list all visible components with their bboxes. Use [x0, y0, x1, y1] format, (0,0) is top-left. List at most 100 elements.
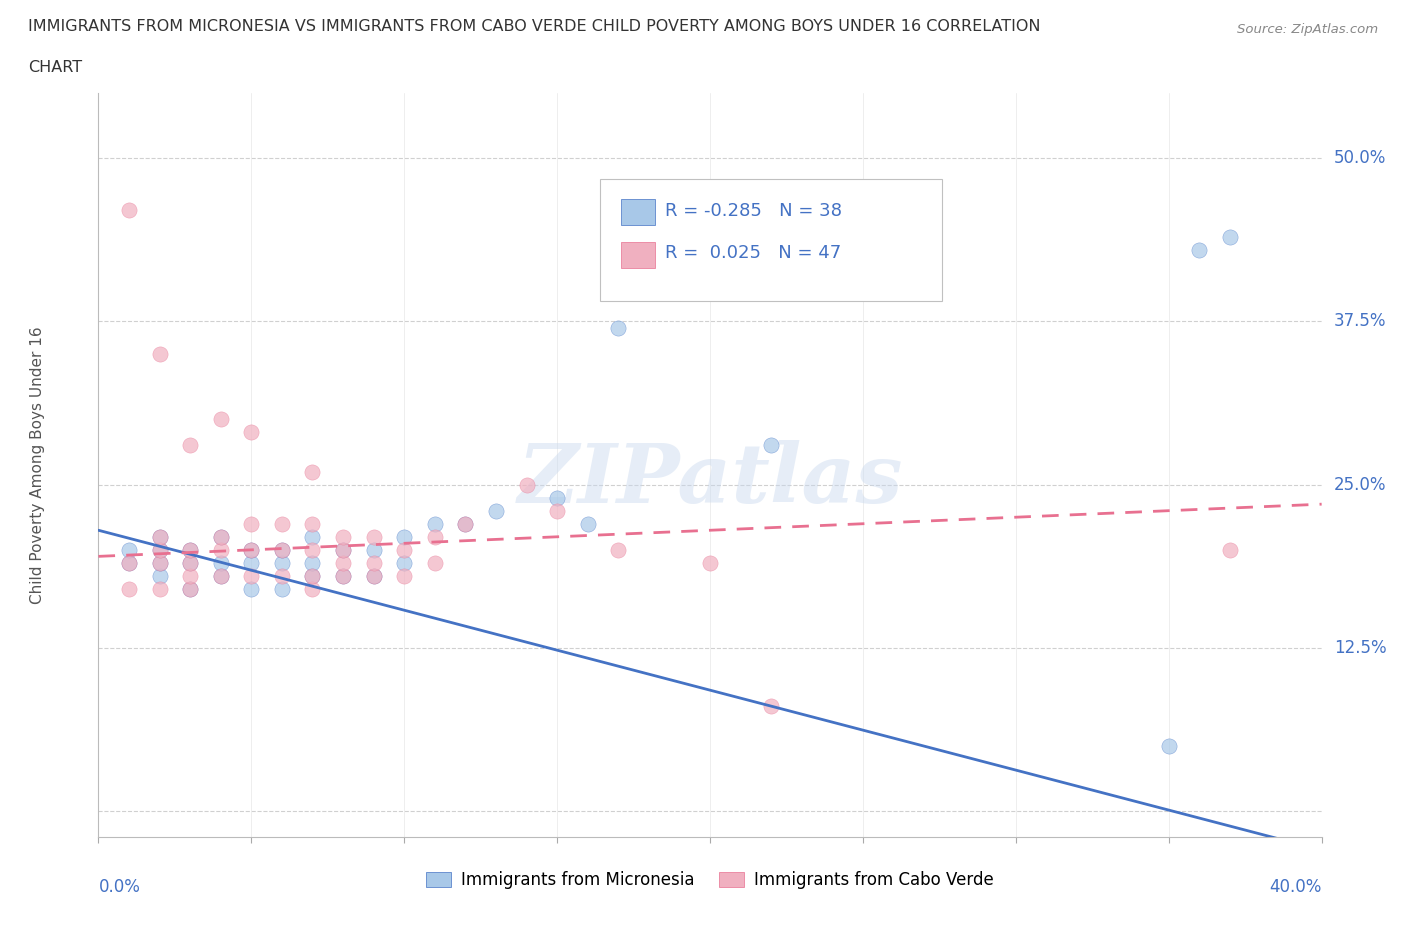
- Point: [179, 438, 201, 453]
- Point: [1188, 242, 1211, 257]
- Point: [423, 529, 446, 544]
- Legend: Immigrants from Micronesia, Immigrants from Cabo Verde: Immigrants from Micronesia, Immigrants f…: [419, 864, 1001, 896]
- Point: [118, 555, 141, 570]
- Point: [149, 347, 172, 362]
- Point: [179, 581, 201, 596]
- Point: [363, 555, 385, 570]
- Point: [118, 581, 141, 596]
- Text: IMMIGRANTS FROM MICRONESIA VS IMMIGRANTS FROM CABO VERDE CHILD POVERTY AMONG BOY: IMMIGRANTS FROM MICRONESIA VS IMMIGRANTS…: [28, 19, 1040, 33]
- Point: [240, 542, 263, 557]
- Text: 0.0%: 0.0%: [98, 878, 141, 896]
- Point: [516, 477, 538, 492]
- Point: [1157, 738, 1180, 753]
- Text: Child Poverty Among Boys Under 16: Child Poverty Among Boys Under 16: [30, 326, 45, 604]
- Point: [301, 581, 323, 596]
- Point: [607, 321, 630, 336]
- Point: [485, 503, 508, 518]
- Point: [454, 516, 477, 531]
- FancyBboxPatch shape: [620, 242, 655, 268]
- Point: [118, 542, 141, 557]
- Point: [149, 555, 172, 570]
- Point: [363, 529, 385, 544]
- Point: [301, 568, 323, 583]
- Point: [759, 699, 782, 714]
- Text: 40.0%: 40.0%: [1270, 878, 1322, 896]
- Point: [392, 555, 416, 570]
- Point: [270, 581, 292, 596]
- Point: [363, 542, 385, 557]
- Point: [301, 529, 323, 544]
- Point: [209, 529, 232, 544]
- Point: [209, 542, 232, 557]
- Point: [392, 529, 416, 544]
- Point: [240, 555, 263, 570]
- Text: 50.0%: 50.0%: [1334, 149, 1386, 167]
- Point: [270, 516, 292, 531]
- Point: [118, 203, 141, 218]
- Point: [240, 425, 263, 440]
- Text: 25.0%: 25.0%: [1334, 475, 1386, 494]
- Point: [301, 568, 323, 583]
- Point: [270, 555, 292, 570]
- Point: [179, 542, 201, 557]
- Point: [118, 555, 141, 570]
- Text: R =  0.025   N = 47: R = 0.025 N = 47: [665, 244, 841, 262]
- FancyBboxPatch shape: [620, 199, 655, 225]
- Point: [179, 581, 201, 596]
- Point: [179, 555, 201, 570]
- Text: 37.5%: 37.5%: [1334, 312, 1386, 330]
- Text: 12.5%: 12.5%: [1334, 639, 1386, 657]
- Point: [179, 568, 201, 583]
- Point: [423, 516, 446, 531]
- Point: [149, 529, 172, 544]
- Point: [363, 568, 385, 583]
- Point: [149, 542, 172, 557]
- Point: [270, 542, 292, 557]
- Text: Source: ZipAtlas.com: Source: ZipAtlas.com: [1237, 23, 1378, 36]
- Point: [454, 516, 477, 531]
- Point: [240, 581, 263, 596]
- Point: [332, 542, 354, 557]
- Point: [607, 542, 630, 557]
- Point: [759, 438, 782, 453]
- Point: [149, 555, 172, 570]
- Point: [209, 555, 232, 570]
- Point: [699, 555, 721, 570]
- Point: [270, 568, 292, 583]
- Text: CHART: CHART: [28, 60, 82, 75]
- Point: [301, 516, 323, 531]
- Point: [301, 542, 323, 557]
- Point: [332, 529, 354, 544]
- Point: [209, 412, 232, 427]
- Text: ZIPatlas: ZIPatlas: [517, 440, 903, 520]
- Point: [209, 568, 232, 583]
- Point: [546, 490, 568, 505]
- Point: [392, 568, 416, 583]
- Point: [179, 542, 201, 557]
- Point: [392, 542, 416, 557]
- Point: [209, 568, 232, 583]
- Point: [240, 516, 263, 531]
- FancyBboxPatch shape: [600, 179, 942, 301]
- Point: [332, 568, 354, 583]
- Point: [149, 542, 172, 557]
- Text: R = -0.285   N = 38: R = -0.285 N = 38: [665, 202, 842, 219]
- Point: [332, 568, 354, 583]
- Point: [240, 568, 263, 583]
- Point: [149, 581, 172, 596]
- Point: [332, 542, 354, 557]
- Point: [209, 529, 232, 544]
- Point: [546, 503, 568, 518]
- Point: [576, 516, 599, 531]
- Point: [149, 529, 172, 544]
- Point: [179, 555, 201, 570]
- Point: [423, 555, 446, 570]
- Point: [301, 555, 323, 570]
- Point: [149, 568, 172, 583]
- Point: [301, 464, 323, 479]
- Point: [270, 542, 292, 557]
- Point: [1219, 542, 1241, 557]
- Point: [363, 568, 385, 583]
- Point: [1219, 229, 1241, 244]
- Point: [240, 542, 263, 557]
